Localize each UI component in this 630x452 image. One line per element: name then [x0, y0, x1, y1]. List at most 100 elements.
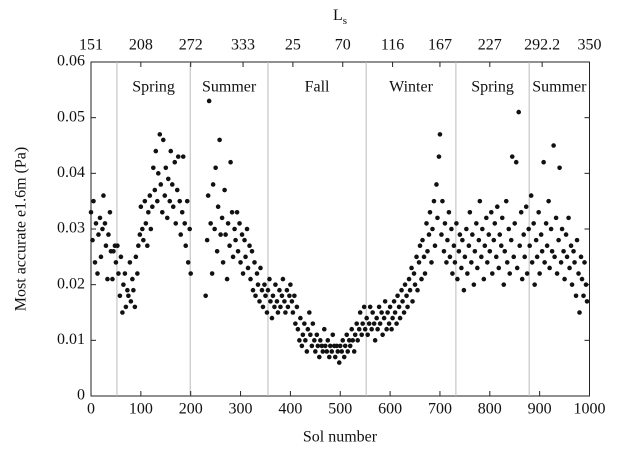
- data-point: [553, 215, 559, 221]
- data-point: [128, 299, 134, 304]
- x-axis-title: Sol number: [303, 429, 378, 446]
- data-point: [430, 226, 435, 232]
- data-point: [172, 159, 178, 165]
- data-point: [472, 248, 478, 254]
- top-tick-label: 167: [428, 37, 452, 54]
- data-point: [427, 210, 433, 215]
- data-point: [395, 293, 400, 299]
- data-point: [431, 198, 437, 204]
- data-point: [249, 248, 255, 254]
- data-point: [175, 154, 181, 159]
- data-point: [159, 210, 165, 215]
- data-point: [370, 310, 375, 315]
- data-point: [243, 254, 248, 260]
- data-point: [294, 304, 300, 310]
- data-point: [155, 171, 161, 176]
- data-point: [407, 287, 413, 293]
- data-point: [285, 304, 291, 310]
- data-point: [163, 165, 169, 171]
- data-point: [494, 204, 500, 210]
- data-point: [573, 293, 579, 299]
- data-point: [439, 232, 444, 237]
- top-tick-label: 333: [231, 37, 255, 54]
- data-point: [392, 310, 398, 315]
- y-tick-label: 0.03: [57, 220, 85, 237]
- data-point: [177, 198, 183, 204]
- data-point: [147, 193, 153, 198]
- data-point: [454, 221, 459, 226]
- data-point: [148, 226, 154, 232]
- data-point: [229, 210, 235, 215]
- data-point: [130, 276, 135, 282]
- data-point: [465, 271, 470, 276]
- data-point: [340, 338, 346, 343]
- top-axis-title: Ls: [333, 7, 347, 27]
- data-point: [212, 226, 217, 232]
- top-axis-title-main: L: [333, 7, 343, 24]
- y-tick-label: 0.06: [57, 53, 85, 70]
- data-point: [390, 315, 395, 321]
- data-point: [151, 165, 156, 171]
- data-point: [235, 248, 241, 254]
- season-label: Summer: [532, 79, 587, 96]
- data-point: [227, 243, 232, 248]
- data-point: [441, 248, 447, 254]
- data-point: [385, 310, 390, 315]
- data-point: [288, 282, 293, 287]
- data-point: [447, 254, 453, 260]
- data-point: [284, 287, 290, 293]
- data-point: [489, 271, 495, 276]
- data-point: [250, 287, 256, 293]
- data-point: [214, 248, 220, 254]
- data-point: [503, 198, 509, 204]
- x-tick-label: 300: [229, 401, 253, 418]
- data-point: [326, 354, 332, 360]
- data-point: [234, 210, 240, 215]
- data-point: [569, 282, 575, 287]
- data-point: [292, 293, 297, 299]
- data-point: [170, 204, 176, 210]
- data-point: [228, 159, 233, 165]
- data-point: [377, 321, 383, 326]
- data-point: [209, 271, 215, 276]
- data-point: [417, 243, 423, 248]
- data-point: [542, 260, 547, 265]
- y-tick-label: 0.05: [57, 108, 85, 125]
- data-point: [564, 254, 570, 260]
- data-point: [105, 276, 110, 282]
- data-point: [150, 204, 155, 210]
- data-point: [180, 154, 186, 159]
- data-point: [562, 276, 567, 282]
- data-point: [91, 198, 96, 204]
- data-point: [142, 198, 148, 204]
- data-point: [98, 254, 104, 260]
- data-point: [426, 232, 432, 237]
- x-tick-label: 900: [528, 401, 552, 418]
- data-point: [322, 343, 328, 349]
- data-point: [502, 248, 508, 254]
- data-point: [548, 226, 554, 232]
- data-point: [258, 265, 263, 271]
- data-point: [475, 265, 480, 271]
- data-point: [160, 137, 166, 143]
- data-point: [516, 109, 522, 115]
- top-tick-label: 292.2: [524, 37, 560, 54]
- x-tick-label: 200: [179, 401, 203, 418]
- data-point: [424, 221, 429, 226]
- data-point: [342, 343, 348, 349]
- data-point: [135, 271, 140, 276]
- data-point: [402, 282, 408, 287]
- data-point: [120, 310, 125, 315]
- data-point: [420, 237, 425, 243]
- data-point: [307, 310, 312, 315]
- data-point: [399, 287, 404, 293]
- data-point: [549, 248, 555, 254]
- data-point: [233, 237, 238, 243]
- data-point: [107, 210, 113, 215]
- data-point: [93, 221, 99, 226]
- data-point: [498, 243, 504, 248]
- data-point: [179, 210, 185, 215]
- data-point: [546, 198, 551, 204]
- data-point: [367, 304, 373, 310]
- data-point: [278, 304, 283, 310]
